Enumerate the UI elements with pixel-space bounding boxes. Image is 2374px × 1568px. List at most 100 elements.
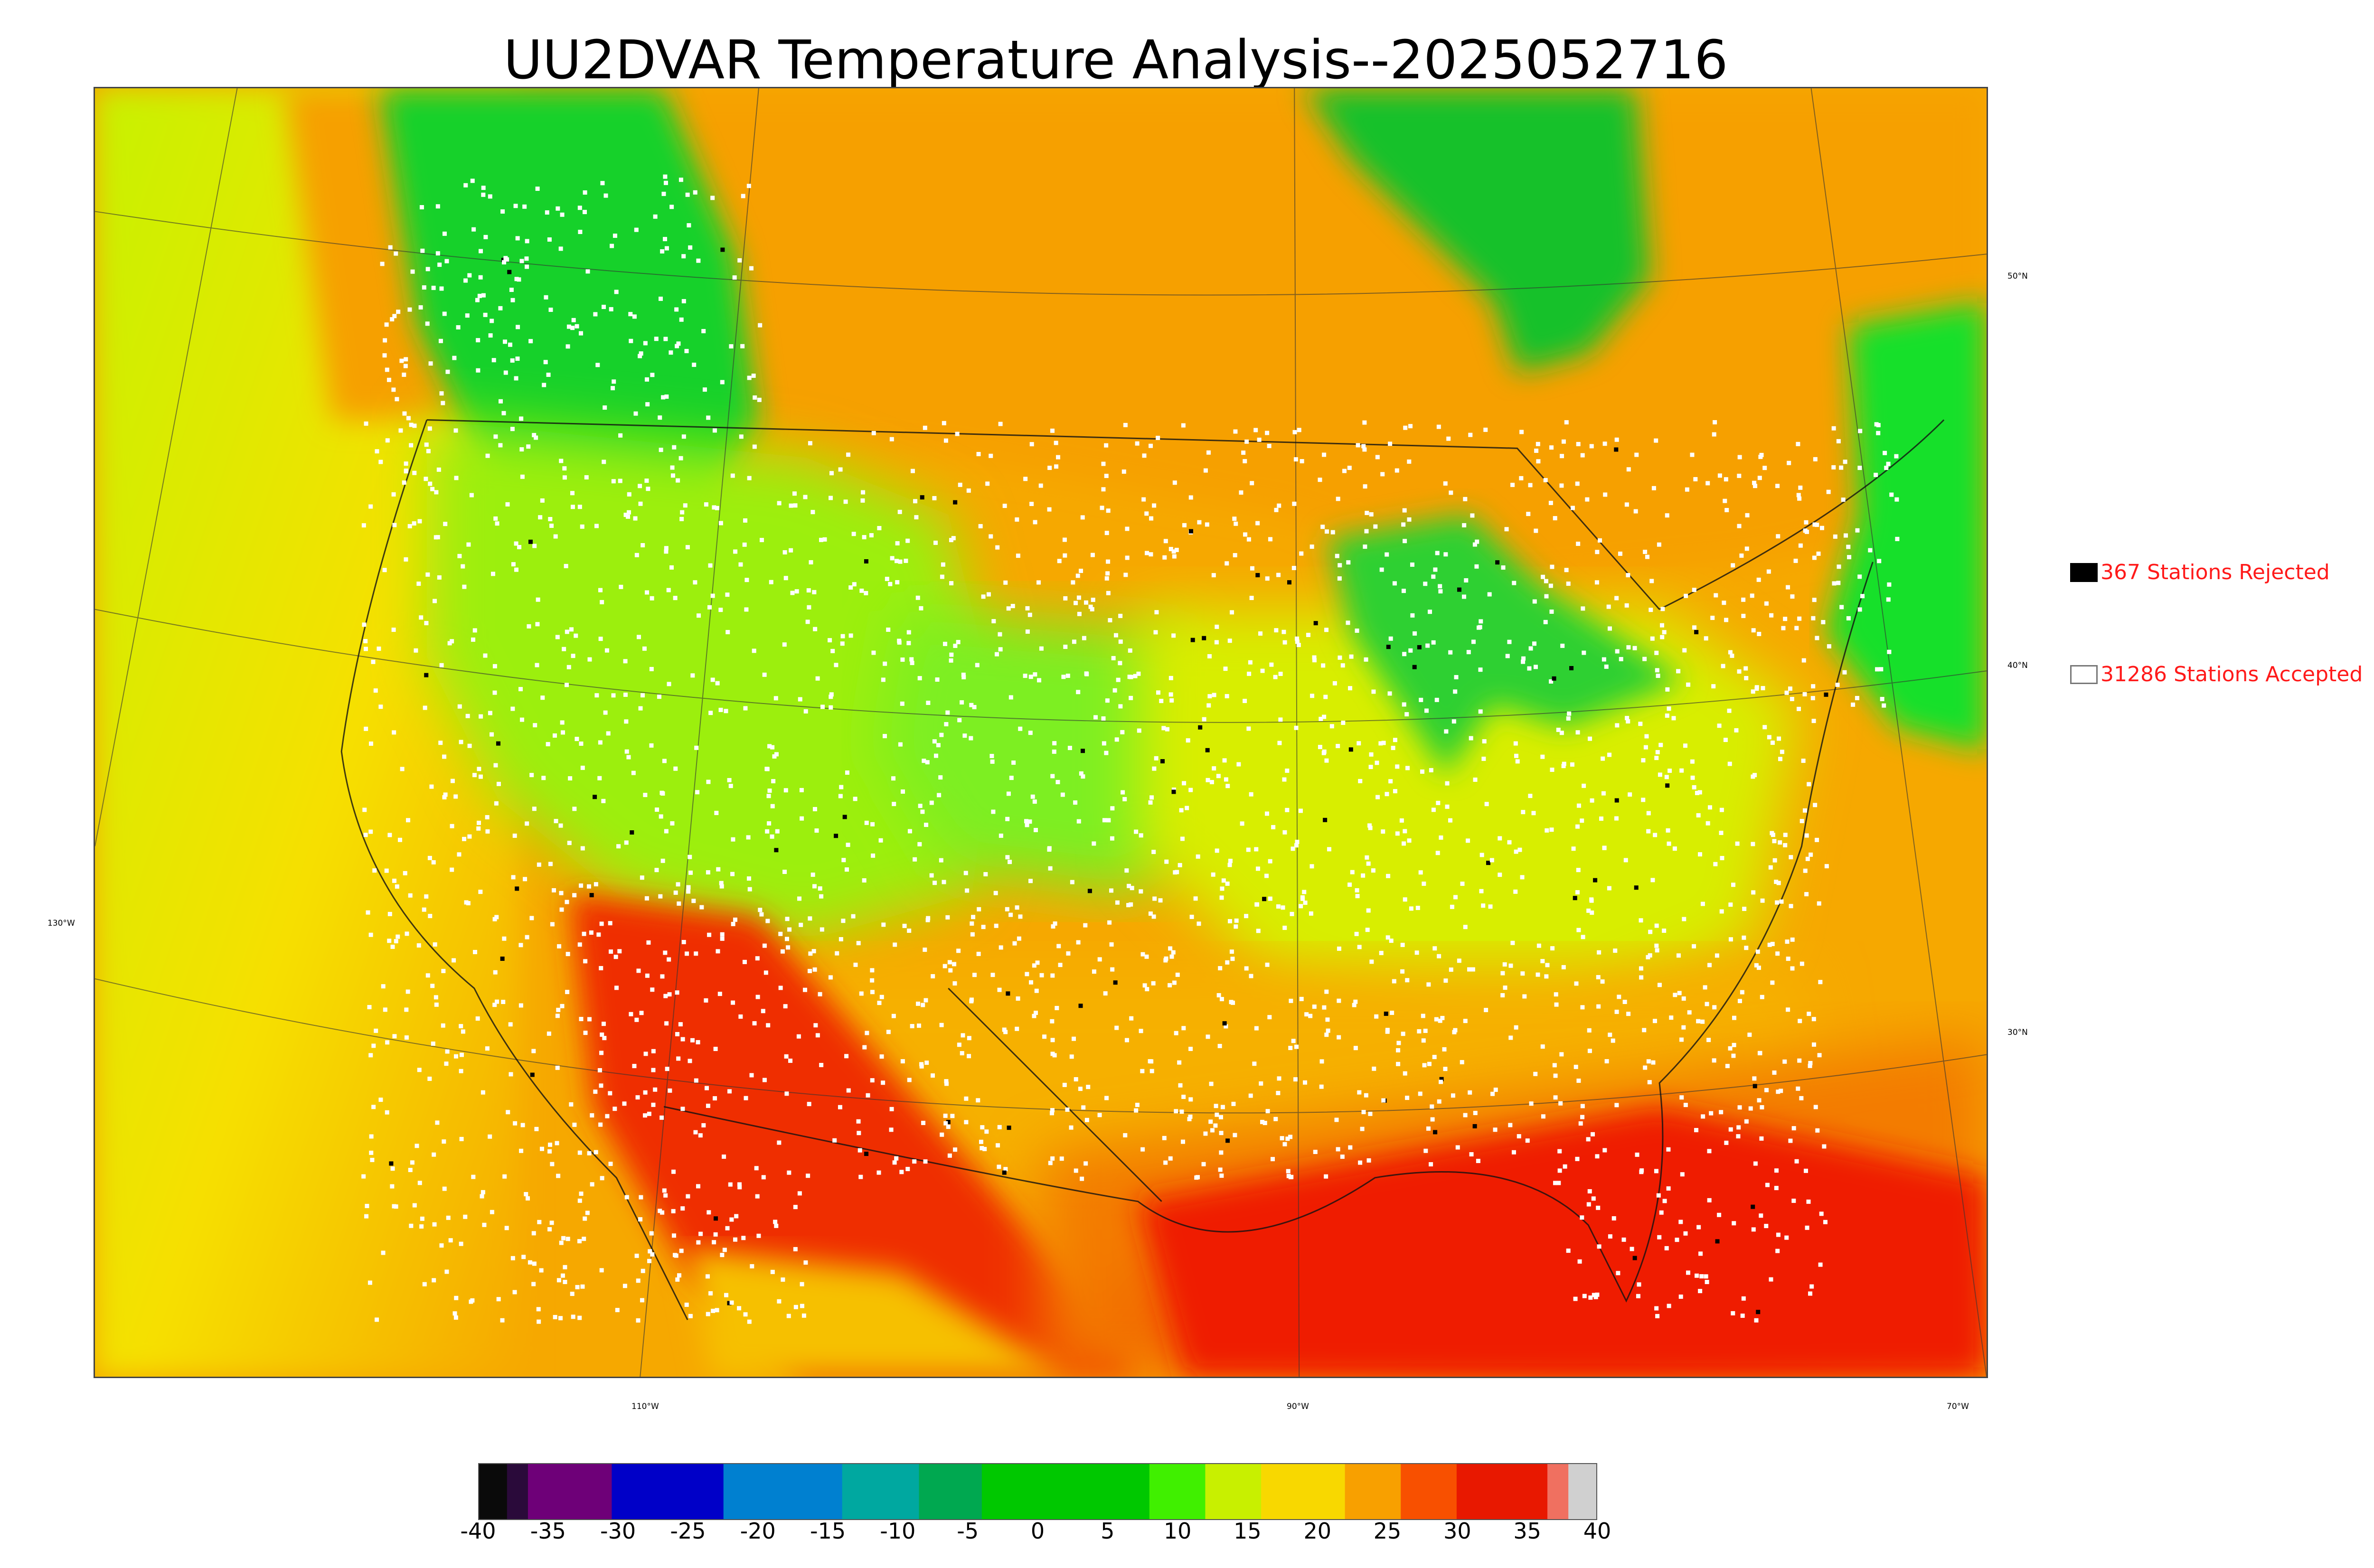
station-accepted [1124,868,1129,873]
station-accepted [1614,437,1619,442]
station-accepted [1227,638,1232,643]
station-accepted [1381,829,1385,834]
station-accepted [1025,972,1029,976]
station-accepted [1757,1098,1762,1103]
station-accepted [1400,969,1405,974]
station-accepted [871,431,876,435]
station-accepted [1239,490,1244,495]
station-accepted [1025,629,1030,634]
station-accepted [1097,957,1102,962]
station-accepted [481,186,486,190]
station-accepted [1796,441,1800,446]
station-accepted [1450,904,1454,909]
station-accepted [1032,799,1037,804]
station-accepted [1510,940,1515,945]
station-accepted [1723,498,1727,503]
station-accepted [439,391,444,396]
station-accepted [1152,896,1157,901]
station-accepted [1635,1152,1639,1157]
station-accepted [738,562,743,567]
station-accepted [1234,521,1238,526]
station-accepted [777,1299,782,1304]
station-accepted [402,480,406,485]
station-accepted [543,360,548,365]
station-accepted [450,867,454,872]
station-accepted [1493,1127,1498,1132]
station-accepted [1285,807,1290,812]
station-accepted [1074,601,1078,605]
station-accepted [1475,539,1479,544]
station-accepted [1799,961,1804,966]
station-accepted [410,1160,415,1165]
temperature-map[interactable] [94,87,1988,1378]
station-accepted [371,659,376,664]
station-accepted [705,1086,709,1090]
station-accepted [1443,978,1448,983]
station-accepted [1134,1108,1139,1113]
station-accepted [577,1239,582,1244]
station-accepted [465,714,470,718]
station-accepted [1811,684,1816,689]
station-accepted [1415,906,1420,910]
station-accepted [442,231,447,236]
station-accepted [1233,1133,1237,1137]
station-accepted [1591,1196,1596,1201]
station-accepted [1507,840,1512,845]
station-accepted [678,456,683,460]
station-accepted [469,493,474,498]
station-accepted [1302,890,1307,894]
station-accepted [715,681,720,685]
station-accepted [1769,613,1774,618]
station-accepted [1123,573,1128,577]
station-accepted [402,372,406,377]
station-rejected [1593,878,1598,883]
station-accepted [612,1107,617,1111]
station-accepted [1407,517,1412,522]
station-accepted [1431,574,1436,579]
station-accepted [385,367,389,372]
station-accepted [1775,951,1780,956]
station-accepted [1206,1034,1210,1039]
station-accepted [924,1061,929,1065]
station-accepted [377,646,381,651]
station-accepted [981,594,986,599]
station-accepted [1420,769,1424,774]
station-accepted [537,1319,541,1324]
station-rejected [720,247,725,252]
station-accepted [1797,1058,1802,1063]
station-accepted [385,1110,389,1115]
station-accepted [1295,636,1300,641]
station-accepted [910,1024,914,1029]
station-accepted [838,937,843,941]
station-accepted [527,624,531,629]
station-accepted [1105,698,1110,703]
station-accepted [1005,855,1010,860]
station-accepted [1639,966,1643,971]
station-accepted [1541,574,1545,579]
station-accepted [906,630,911,635]
station-accepted [1373,524,1378,529]
station-accepted [976,951,981,956]
station-accepted [1097,1113,1102,1117]
station-accepted [1696,1019,1701,1023]
station-accepted [1727,761,1732,766]
station-accepted [1050,428,1055,433]
station-accepted [743,518,748,523]
station-accepted [851,532,856,536]
station-accepted [838,794,843,798]
lon-label-130: 130°W [47,919,75,928]
station-accepted [587,1017,592,1022]
station-accepted [859,588,864,593]
station-accepted [412,521,416,526]
station-accepted [697,613,701,618]
station-accepted [730,473,735,478]
station-accepted [1654,650,1659,655]
station-rejected [1006,991,1010,996]
station-accepted [1811,616,1816,620]
station-accepted [392,523,397,527]
station-accepted [428,361,433,366]
station-accepted [1611,1216,1616,1221]
station-accepted [459,1136,464,1141]
station-accepted [919,1064,924,1069]
station-accepted [1109,888,1113,893]
